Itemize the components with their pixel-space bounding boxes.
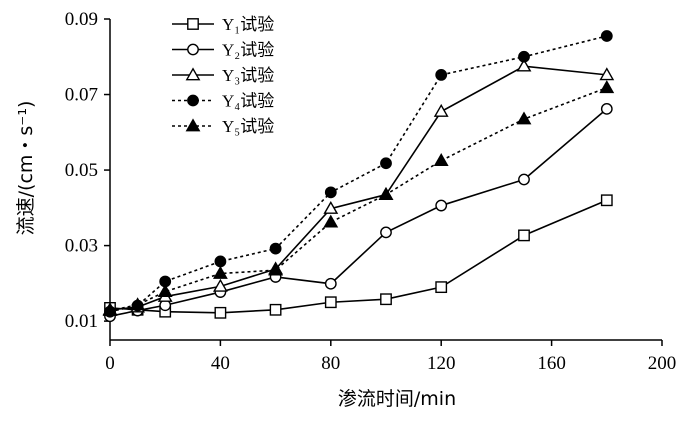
data-point xyxy=(324,277,337,290)
series-5 xyxy=(102,80,615,316)
data-point xyxy=(380,157,392,170)
legend-label: Y₂试验 xyxy=(222,41,274,60)
x-tick-label: 200 xyxy=(648,353,677,374)
y-axis-title: 流速/(cm・s⁻¹) xyxy=(15,101,37,236)
data-point xyxy=(323,214,339,228)
data-point xyxy=(378,186,394,200)
series-line xyxy=(109,199,608,314)
data-point xyxy=(130,297,146,311)
legend-marker xyxy=(187,94,199,107)
data-point xyxy=(433,153,449,166)
legend: Y₁试验 Y₂试验 Y₃试验 Y₄试验 Y₅试验 xyxy=(172,15,274,136)
axes xyxy=(109,19,662,341)
series-line xyxy=(109,35,607,313)
data-point xyxy=(435,68,448,81)
data-point xyxy=(433,103,449,117)
legend-item-1: Y₁试验 xyxy=(172,15,274,34)
data-point xyxy=(324,186,337,199)
series-line xyxy=(109,108,608,317)
x-tick-label: 80 xyxy=(321,353,340,374)
data-point xyxy=(157,284,173,298)
y-tick-label: 0.07 xyxy=(65,85,98,106)
data-point xyxy=(518,173,530,186)
legend-item-3: Y₃试验 xyxy=(172,66,274,85)
series-line xyxy=(109,86,608,312)
data-point xyxy=(600,194,613,207)
data-point xyxy=(518,229,530,242)
series-line xyxy=(109,65,607,311)
legend-marker xyxy=(187,43,199,56)
legend-item-5: Y₅试验 xyxy=(172,117,274,136)
data-point xyxy=(599,67,615,81)
data-point xyxy=(268,262,284,276)
y-tick-label: 0.01 xyxy=(65,311,98,332)
data-point xyxy=(212,278,228,292)
legend-marker xyxy=(185,118,201,132)
data-point xyxy=(600,102,613,115)
series-1 xyxy=(104,194,613,319)
data-point xyxy=(214,255,227,268)
legend-item-2: Y₂试验 xyxy=(172,41,274,60)
x-tick-label: 0 xyxy=(105,353,115,374)
data-point xyxy=(516,111,532,125)
data-point xyxy=(214,306,227,319)
data-point xyxy=(324,296,337,309)
data-point xyxy=(269,303,282,316)
legend-item-4: Y₄试验 xyxy=(172,92,274,111)
legend-marker xyxy=(185,67,201,81)
legend-marker xyxy=(187,18,199,30)
data-point xyxy=(518,50,530,63)
data-point xyxy=(435,199,448,212)
data-point xyxy=(380,226,392,239)
y-tick-label: 0.09 xyxy=(65,9,98,30)
data-point xyxy=(435,281,448,294)
data-point xyxy=(212,265,228,279)
series-4 xyxy=(104,30,613,318)
x-axis-title: 渗流时间/min xyxy=(338,388,456,410)
legend-label: Y₄试验 xyxy=(222,92,274,111)
legend-label: Y₃试验 xyxy=(222,66,274,85)
data-point xyxy=(380,293,392,306)
data-point xyxy=(599,80,615,94)
data-point xyxy=(323,200,339,214)
data-point xyxy=(102,302,118,316)
x-tick-label: 120 xyxy=(427,353,456,374)
y-tick-label: 0.05 xyxy=(65,160,98,181)
data-point xyxy=(269,242,282,255)
series-2 xyxy=(104,102,613,323)
x-tick-label: 40 xyxy=(211,353,230,374)
legend-label: Y₁试验 xyxy=(222,15,274,34)
data-point xyxy=(600,30,613,42)
y-tick-label: 0.03 xyxy=(65,236,98,257)
series-layer xyxy=(102,30,615,323)
data-point xyxy=(516,58,532,72)
axis-ticks: 0 40 80 120 160 200 0.01 0.03 0.05 0.07 0.09 xyxy=(65,9,677,374)
legend-label: Y₅试验 xyxy=(222,117,274,136)
x-tick-label: 160 xyxy=(537,353,566,374)
